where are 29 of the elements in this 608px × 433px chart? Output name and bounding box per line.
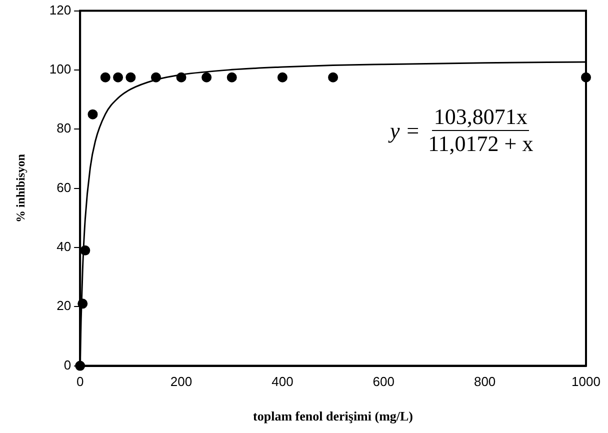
x-tick-label: 0 (76, 374, 84, 390)
point (176, 72, 186, 82)
point (113, 72, 124, 82)
y-tick-label: 80 (56, 120, 72, 136)
x-tick-label: 200 (170, 374, 192, 390)
y-axis-title: % inhibisyon (13, 154, 28, 222)
y-tick-label: 0 (64, 357, 72, 372)
point (88, 109, 98, 120)
y-tick-label: 120 (49, 2, 72, 18)
point (202, 72, 212, 82)
point (226, 72, 237, 82)
point (100, 72, 110, 82)
y-tick-label: 20 (56, 298, 72, 314)
annotation: y = (390, 118, 420, 144)
x-axis-title: toplam fenol derişimi (mg/L) (253, 408, 414, 424)
point (150, 72, 161, 82)
annotation: 103,8071x (432, 104, 530, 131)
x-tick-label: 600 (372, 374, 394, 390)
y-tick-label: 100 (49, 62, 72, 77)
y-tick-label: 40 (56, 239, 72, 254)
point (277, 72, 288, 82)
point (80, 245, 90, 256)
point (126, 72, 136, 82)
point (328, 72, 338, 82)
x-tick-label: 1000 (572, 374, 600, 390)
annotation: 11,0172 + x (427, 131, 534, 157)
x-tick-label: 400 (272, 374, 294, 390)
x-tick-label: 800 (474, 374, 496, 390)
y-tick-label: 60 (56, 180, 72, 195)
